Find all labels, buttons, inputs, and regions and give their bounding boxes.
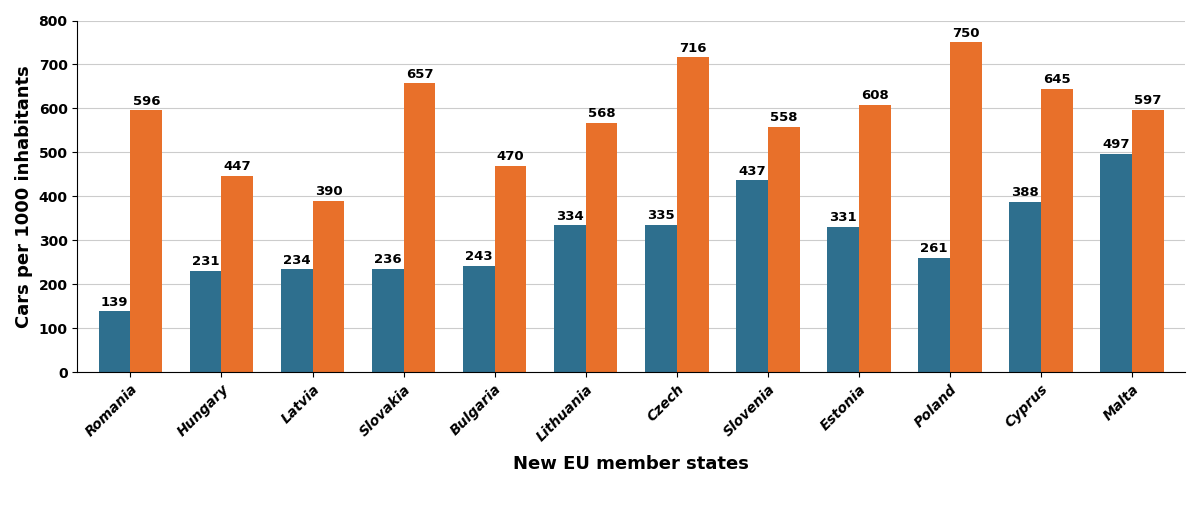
Bar: [463, 265, 494, 372]
Text: 597: 597: [1134, 94, 1162, 107]
Text: 243: 243: [464, 250, 492, 263]
Bar: [494, 165, 527, 372]
Text: 234: 234: [283, 254, 311, 267]
Bar: [1100, 154, 1132, 372]
Text: 139: 139: [101, 296, 128, 309]
Bar: [768, 127, 799, 372]
Text: 231: 231: [192, 255, 220, 268]
Text: 390: 390: [314, 185, 342, 198]
Text: 470: 470: [497, 150, 524, 163]
Text: 608: 608: [860, 89, 888, 102]
Bar: [586, 122, 618, 372]
Text: 716: 716: [679, 42, 707, 55]
Bar: [644, 225, 677, 372]
Bar: [553, 226, 586, 372]
Y-axis label: Cars per 1000 inhabitants: Cars per 1000 inhabitants: [16, 65, 34, 328]
Bar: [222, 176, 253, 372]
Bar: [372, 269, 403, 372]
Bar: [281, 270, 312, 372]
Bar: [827, 227, 859, 372]
Bar: [918, 257, 949, 372]
Text: 437: 437: [738, 164, 766, 178]
X-axis label: New EU member states: New EU member states: [514, 455, 749, 473]
Text: 568: 568: [588, 107, 616, 120]
Bar: [736, 180, 768, 372]
Bar: [859, 105, 890, 372]
Bar: [1132, 110, 1164, 372]
Bar: [949, 43, 982, 372]
Bar: [1009, 202, 1040, 372]
Text: 334: 334: [556, 210, 583, 223]
Bar: [403, 84, 436, 372]
Bar: [98, 311, 131, 372]
Text: 331: 331: [829, 211, 857, 224]
Text: 388: 388: [1010, 186, 1039, 199]
Bar: [677, 57, 708, 372]
Text: 236: 236: [374, 253, 402, 266]
Text: 558: 558: [770, 111, 797, 124]
Text: 261: 261: [920, 242, 948, 255]
Text: 596: 596: [133, 95, 160, 107]
Bar: [190, 271, 222, 372]
Bar: [312, 201, 344, 372]
Text: 335: 335: [647, 210, 674, 222]
Text: 657: 657: [406, 68, 433, 81]
Text: 447: 447: [223, 160, 251, 173]
Text: 750: 750: [952, 27, 979, 40]
Text: 497: 497: [1102, 138, 1129, 151]
Text: 645: 645: [1043, 73, 1070, 86]
Bar: [131, 110, 162, 372]
Bar: [1040, 89, 1073, 372]
